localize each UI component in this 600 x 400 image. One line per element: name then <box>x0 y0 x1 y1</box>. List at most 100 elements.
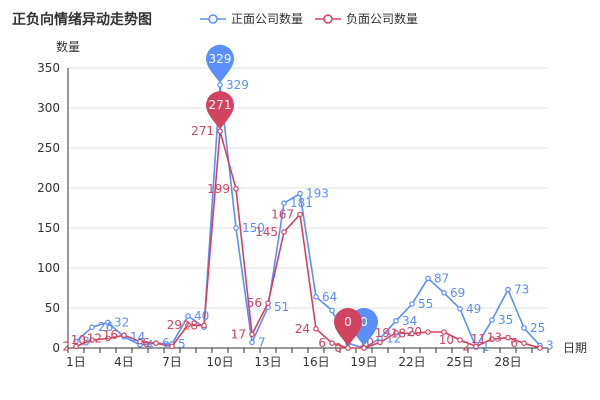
data-label-positive: 1 <box>482 340 490 354</box>
data-point-positive <box>217 82 223 88</box>
data-label-negative: 19 <box>375 326 390 340</box>
data-point-positive <box>249 339 255 346</box>
y-tick-label: 200 <box>37 181 60 195</box>
y-tick-label: 300 <box>37 101 60 115</box>
data-point-negative <box>393 329 399 336</box>
data-label-positive: 6 <box>162 336 170 350</box>
data-label-positive: 64 <box>322 290 337 304</box>
data-label-negative: 145 <box>255 225 278 239</box>
data-label-positive: 73 <box>514 283 529 297</box>
data-label-positive: 3 <box>546 339 554 353</box>
data-label-negative: 199 <box>207 182 230 196</box>
marker-pin-negative-label: 0 <box>344 315 352 329</box>
marker-pin-negative <box>206 91 234 130</box>
data-point-negative <box>409 330 415 337</box>
data-point-negative <box>265 300 271 307</box>
data-point-negative <box>521 340 527 347</box>
y-tick-label: 250 <box>37 141 60 155</box>
x-tick-label: 28日 <box>494 355 521 369</box>
data-label-negative: 10 <box>71 333 86 347</box>
data-point-positive <box>185 313 191 319</box>
data-label-positive: 7 <box>258 335 266 349</box>
data-label-negative: 10 <box>439 333 454 347</box>
y-tick-label: 100 <box>37 261 60 275</box>
data-label-positive: 8 <box>82 335 90 349</box>
marker-pin-positive-label: 329 <box>209 52 232 66</box>
x-tick-label: 16日 <box>302 355 329 369</box>
data-point-positive <box>329 307 335 314</box>
data-label-negative: 0 <box>334 341 342 355</box>
data-label-positive: 193 <box>306 187 329 201</box>
data-point-positive <box>409 301 415 307</box>
marker-pin-negative <box>334 308 362 346</box>
data-label-positive: 87 <box>434 271 449 285</box>
data-point-negative <box>137 338 143 345</box>
x-tick-label: 7日 <box>162 355 182 369</box>
legend-line-positive-icon <box>200 13 226 24</box>
data-point-negative <box>233 186 239 192</box>
x-tick-label: 25日 <box>446 355 473 369</box>
data-label-negative: 56 <box>247 296 262 310</box>
data-point-negative <box>489 336 495 343</box>
data-label-negative: 6 <box>510 336 518 350</box>
data-point-positive <box>313 293 319 300</box>
data-point-negative <box>505 334 511 341</box>
chart-title: 正负向情绪异动走势图 <box>12 12 152 28</box>
data-label-negative: 2 <box>62 339 70 353</box>
legend-label-positive: 正面公司数量 <box>231 12 304 26</box>
data-label-negative: 6 <box>142 336 150 350</box>
data-point-negative <box>201 322 207 329</box>
data-point-negative <box>153 340 159 347</box>
data-label-negative: 12 <box>87 331 102 345</box>
data-point-positive <box>489 317 495 323</box>
legend: 正面公司数量 负面公司数量 <box>200 10 418 27</box>
data-label-negative: 6 <box>318 336 326 350</box>
data-point-negative <box>105 335 111 342</box>
data-label-negative: 11 <box>471 332 486 346</box>
legend-line-negative-icon <box>315 13 342 24</box>
data-label-negative: 2 <box>462 339 470 353</box>
x-tick-label: 22日 <box>398 355 425 369</box>
data-label-positive: 150 <box>242 221 265 235</box>
data-point-negative <box>217 128 223 135</box>
legend-item-negative[interactable]: 负面公司数量 <box>315 10 418 27</box>
marker-pin-negative-label: 271 <box>209 98 232 112</box>
legend-item-positive[interactable]: 正面公司数量 <box>200 10 303 27</box>
data-label-negative: 18 <box>391 327 406 341</box>
marker-pin-positive-label: 0 <box>360 315 368 329</box>
data-point-positive <box>105 319 111 326</box>
data-label-negative: 20 <box>407 325 422 339</box>
data-point-negative <box>377 339 383 346</box>
data-label-positive: 25 <box>530 321 545 335</box>
data-point-positive <box>441 289 447 296</box>
legend-label-negative: 负面公司数量 <box>346 12 419 26</box>
data-point-positive <box>297 190 303 197</box>
data-point-negative <box>457 337 463 343</box>
data-label-positive: 12 <box>386 331 401 345</box>
data-label-positive: 5 <box>178 337 186 351</box>
data-label-positive: 69 <box>450 286 465 300</box>
data-label-positive: 14 <box>130 330 145 344</box>
data-point-negative <box>185 321 191 328</box>
data-label-positive: 4 <box>146 338 154 352</box>
data-label-negative: 13 <box>487 331 502 345</box>
data-point-negative <box>329 340 335 347</box>
data-label-negative: 167 <box>271 207 294 221</box>
data-point-negative <box>425 329 431 335</box>
y-tick-label: 0 <box>52 341 60 355</box>
data-point-negative <box>313 325 319 332</box>
data-label-positive: 329 <box>226 78 249 92</box>
data-label-positive: 40 <box>194 309 209 323</box>
data-point-positive <box>457 305 463 312</box>
data-label-positive: 35 <box>498 313 513 327</box>
data-point-negative <box>473 343 479 350</box>
y-tick-label: 150 <box>37 221 60 235</box>
data-label-negative: 28 <box>183 319 198 333</box>
x-tick-label: 10日 <box>206 355 233 369</box>
data-point-negative <box>169 343 175 350</box>
data-label-positive: 49 <box>466 302 481 316</box>
data-point-negative <box>345 345 351 351</box>
data-point-positive <box>281 200 287 207</box>
data-point-negative <box>73 343 79 350</box>
data-label-negative: 29 <box>167 318 182 332</box>
